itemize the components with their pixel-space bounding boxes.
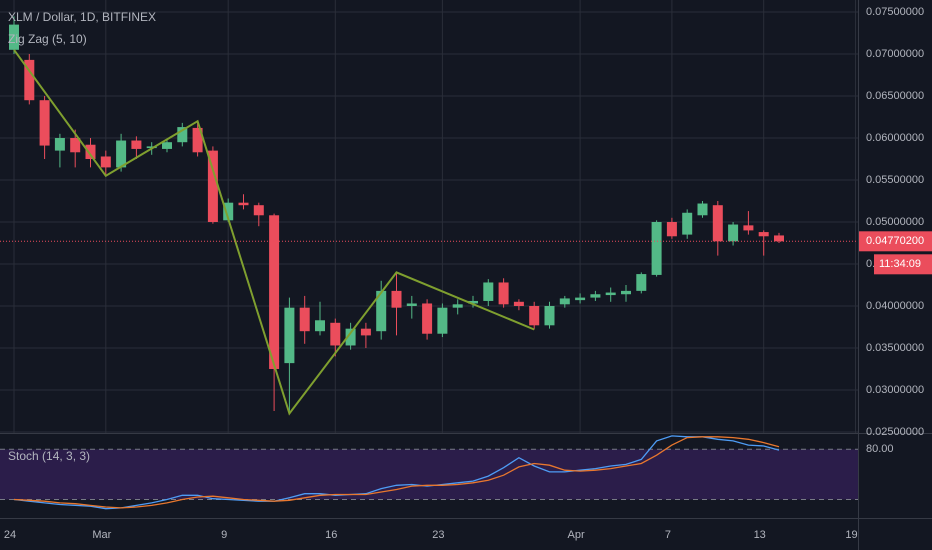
y-tick-label: 0.03000000 (866, 384, 924, 396)
indicator-label: Zig Zag (5, 10) (8, 32, 87, 46)
y-tick-label: 0.07000000 (866, 48, 924, 60)
candle-body (391, 290, 402, 308)
candle-body (758, 232, 769, 237)
y-tick-label: 0.02500000 (866, 426, 924, 438)
y-tick-label: 0.06000000 (866, 132, 924, 144)
candle-body (697, 203, 708, 216)
candle-body (315, 320, 325, 332)
x-tick-label: Mar (92, 529, 111, 541)
chart-title: XLM / Dollar, 1D, BITFINEX (8, 10, 156, 24)
candle-body (162, 142, 172, 149)
stoch-band (0, 449, 858, 500)
candle-body (54, 138, 65, 151)
y-tick-label: 0.03500000 (866, 342, 924, 354)
candle-body (636, 274, 647, 291)
y-tick-label: 0.06500000 (866, 90, 924, 102)
candle-body (360, 328, 371, 336)
candle-body (590, 294, 601, 298)
candle-body (345, 328, 356, 346)
y-tick-label: 0.05000000 (866, 216, 924, 228)
candle-body (621, 290, 631, 295)
candle-body (743, 225, 754, 231)
candle-body (422, 303, 433, 334)
x-tick-label: Apr (568, 529, 585, 541)
countdown-label: 11:34:09 (879, 258, 921, 270)
price-badge (859, 231, 932, 252)
x-tick-label: 23 (432, 529, 444, 541)
candle-body (666, 222, 677, 237)
x-tick-label: 13 (754, 529, 766, 541)
indicator-label: Stoch (14, 3, 3) (8, 449, 90, 463)
candle-body (146, 146, 157, 149)
candle-body (682, 212, 693, 235)
candle-body (376, 290, 387, 332)
candle-body (100, 156, 111, 168)
countdown-badge (874, 254, 932, 275)
candle-body (513, 301, 524, 306)
x-tick-label: 9 (221, 529, 227, 541)
candle-body (483, 282, 494, 301)
candle-body (575, 297, 586, 301)
candle-body (299, 307, 310, 332)
candle-body (24, 59, 35, 101)
candle-body (529, 305, 540, 326)
x-tick-label: 16 (325, 529, 337, 541)
candle-body (9, 24, 19, 50)
stoch-line (13, 435, 780, 510)
y-tick-label: 0.07500000 (866, 6, 924, 18)
candle-body (238, 202, 249, 206)
candle-body (728, 224, 739, 242)
candle-body (207, 150, 218, 223)
candle-body (468, 300, 478, 304)
candle-body (559, 298, 570, 305)
price-badge-label: 0.04770200 (866, 235, 924, 247)
stoch-line (13, 436, 780, 509)
candle-body (85, 144, 96, 160)
candle-body (406, 303, 417, 306)
candle-body (330, 322, 341, 346)
x-tick-label: 24 (4, 529, 16, 541)
candle-body (253, 205, 264, 216)
candle-body (269, 215, 280, 369)
candle-body (39, 100, 50, 146)
y-tick-label: 80.00 (866, 443, 894, 455)
candle-body (223, 202, 234, 221)
candle-body (70, 138, 81, 153)
candle-body (452, 304, 463, 308)
candle-body (774, 235, 784, 242)
y-tick-label: 0.05500000 (866, 174, 924, 186)
candle-body (177, 127, 188, 143)
x-tick-label: 19 (845, 529, 857, 541)
zigzag-line (13, 49, 535, 416)
candle-body (498, 282, 509, 305)
candle-body (605, 292, 616, 296)
candle-body (712, 205, 723, 242)
candle-body (284, 307, 295, 364)
candle-body (437, 307, 448, 334)
x-tick-label: 7 (665, 529, 671, 541)
y-tick-label: 0.04000000 (866, 300, 924, 312)
candle-body (131, 140, 142, 149)
candle-body (192, 127, 203, 153)
candle-body (116, 140, 127, 168)
candle-body (544, 305, 555, 326)
candle-body (651, 222, 662, 275)
